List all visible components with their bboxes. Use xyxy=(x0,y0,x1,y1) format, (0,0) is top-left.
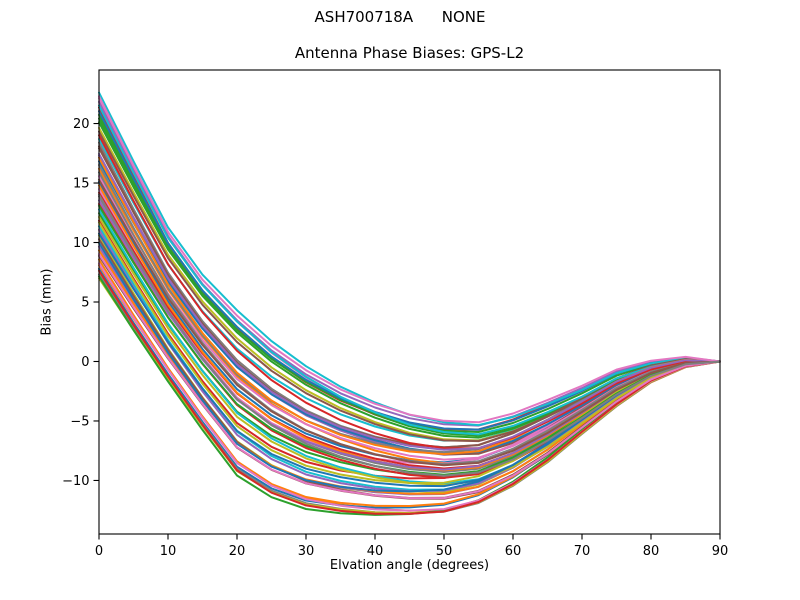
x-tick-label: 0 xyxy=(95,544,103,559)
series-line xyxy=(98,134,721,450)
series-line xyxy=(98,193,721,477)
y-tick-label: 0 xyxy=(81,355,89,370)
x-axis-ticks: 0 10 20 30 40 50 60 70 80 90 xyxy=(95,534,728,559)
y-tick-label: −10 xyxy=(62,474,89,489)
y-tick-label: 20 xyxy=(73,117,90,132)
x-tick-label: 50 xyxy=(436,544,453,559)
x-tick-label: 90 xyxy=(712,544,729,559)
y-axis-ticks: −10 −5 0 5 10 15 20 xyxy=(62,117,99,489)
x-tick-label: 60 xyxy=(505,544,522,559)
series-line xyxy=(98,152,721,451)
series-line xyxy=(98,104,721,436)
series-line xyxy=(98,178,721,467)
x-tick-label: 70 xyxy=(574,544,591,559)
x-tick-label: 20 xyxy=(229,544,246,559)
series-line xyxy=(98,269,721,515)
axes-title: Antenna Phase Biases: GPS-L2 xyxy=(294,44,525,62)
y-tick-label: 5 xyxy=(81,296,89,311)
y-tick-label: 10 xyxy=(73,236,90,251)
series-line xyxy=(98,253,721,500)
x-tick-label: 10 xyxy=(160,544,177,559)
series-line xyxy=(98,121,721,439)
y-tick-label: −5 xyxy=(70,414,89,429)
series-line xyxy=(98,95,721,424)
figure-suptitle: ASH700718A NONE xyxy=(314,8,486,26)
x-tick-label: 30 xyxy=(298,544,315,559)
y-tick-label: 15 xyxy=(73,177,90,192)
series-line xyxy=(98,221,721,484)
y-axis-label: Bias (mm) xyxy=(39,268,55,336)
x-axis-label: Elvation angle (degrees) xyxy=(329,558,490,573)
x-tick-label: 80 xyxy=(643,544,660,559)
x-tick-label: 40 xyxy=(367,544,384,559)
series-lines xyxy=(98,91,721,516)
